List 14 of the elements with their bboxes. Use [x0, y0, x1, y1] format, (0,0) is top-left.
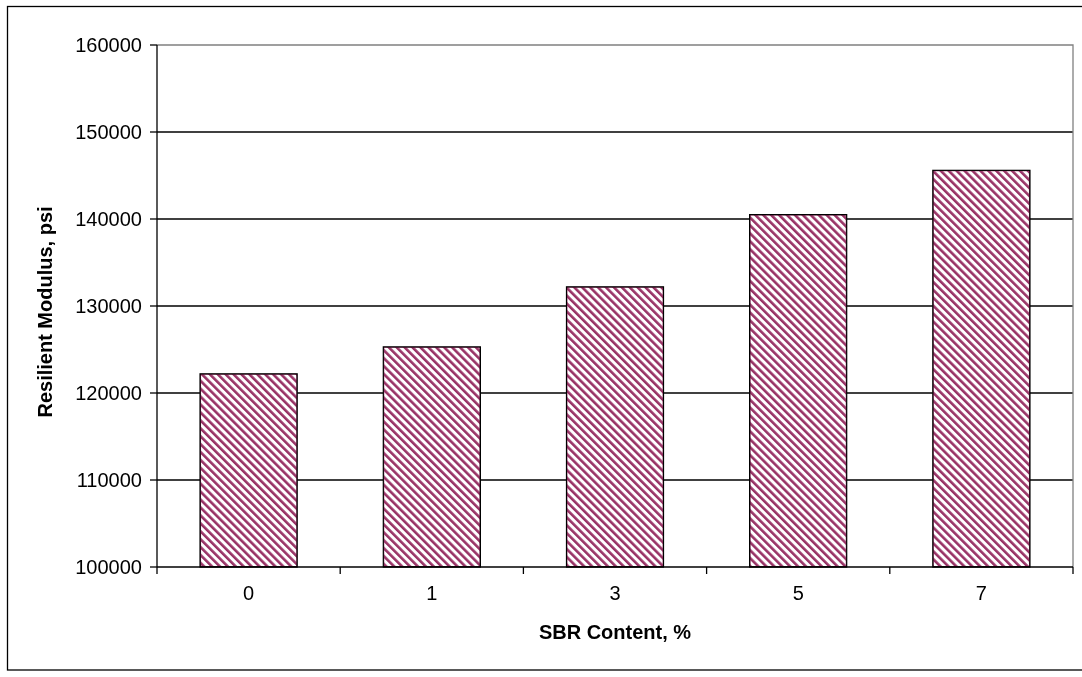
- y-tick-label: 150000: [75, 121, 142, 143]
- x-tick-label: 0: [243, 582, 255, 604]
- x-tick-label: 3: [609, 582, 621, 604]
- y-axis-title: Resilient Modulus, psi: [34, 206, 56, 418]
- y-tick-label: 120000: [75, 382, 142, 404]
- y-tick-label: 100000: [75, 556, 142, 578]
- y-tick-label: 130000: [75, 295, 142, 317]
- x-tick-label: 7: [975, 582, 987, 604]
- y-tick-label: 110000: [76, 469, 142, 491]
- x-axis-title: SBR Content, %: [538, 621, 692, 643]
- y-tick-label: 140000: [75, 208, 142, 230]
- x-tick-label: 5: [792, 582, 804, 604]
- y-tick-label: 160000: [75, 34, 142, 56]
- x-tick-label: 1: [426, 582, 438, 604]
